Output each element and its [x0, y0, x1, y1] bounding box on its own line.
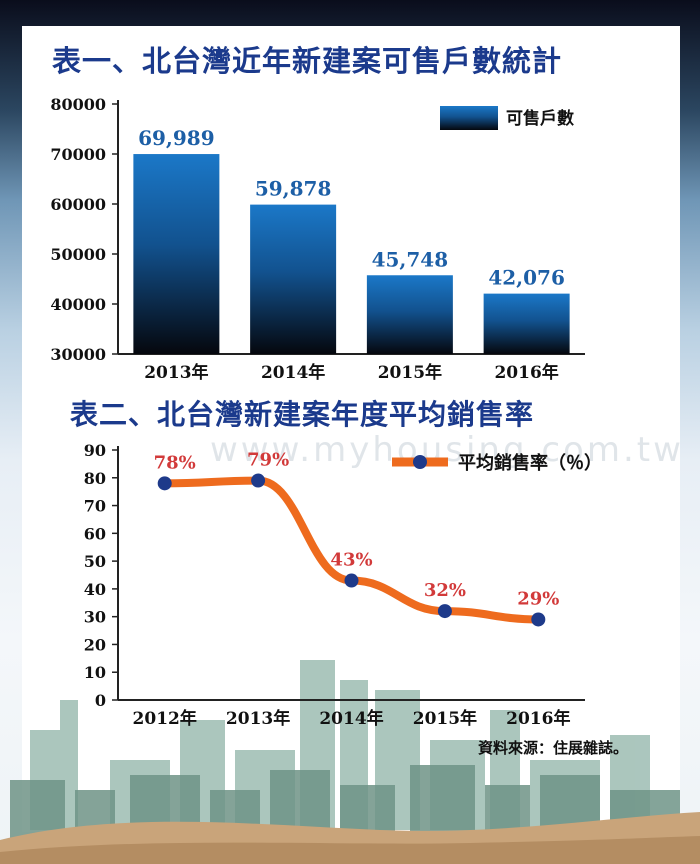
chart2-y-tick-label: 50	[84, 552, 106, 571]
chart1-x-tick-label: 2014年	[261, 362, 325, 383]
chart2-x-tick-label: 2015年	[413, 708, 477, 729]
chart1-x-tick-label: 2015年	[378, 362, 442, 383]
chart1-x-tick-label: 2016年	[494, 362, 558, 383]
chart2-x-tick-label: 2014年	[319, 708, 383, 729]
chart2-y-tick-label: 20	[84, 635, 106, 654]
chart1-bar-2015年	[366, 275, 453, 354]
chart2-y-tick-label: 70	[84, 497, 106, 516]
chart1-bar-2016年	[483, 293, 570, 354]
chart2-point-2013年	[251, 473, 266, 488]
chart1-data-label: 69,989	[138, 126, 215, 150]
chart2-point-2016年	[531, 612, 546, 627]
chart1-y-tick-label: 80000	[50, 95, 106, 114]
chart1-data-label: 59,878	[255, 177, 332, 201]
chart2-data-label: 32%	[424, 580, 466, 601]
chart2-y-tick-label: 0	[95, 691, 106, 710]
chart1-x-tick-label: 2013年	[144, 362, 208, 383]
chart1-data-label: 42,076	[488, 266, 565, 290]
chart2-y-tick-label: 60	[84, 524, 106, 543]
chart1-legend-swatch	[440, 106, 498, 130]
chart2-y-tick-label: 40	[84, 580, 106, 599]
chart1-y-tick-label: 70000	[50, 145, 106, 164]
chart1-legend-label: 可售戶數	[506, 108, 574, 129]
chart1-bar-2013年	[133, 154, 220, 354]
chart2-point-2012年	[157, 476, 172, 491]
chart2-data-label: 43%	[330, 550, 372, 571]
chart1-data-label: 45,748	[372, 247, 449, 271]
chart2-title: 表二、北台灣新建案年度平均銷售率	[70, 398, 535, 431]
chart2-point-2014年	[344, 573, 359, 588]
chart2-data-label: 79%	[247, 450, 289, 471]
source-note: 資料來源：住展雜誌。	[478, 739, 629, 757]
chart2-y-tick-label: 90	[84, 441, 106, 460]
chart1-y-tick-label: 30000	[50, 345, 106, 364]
chart2-x-tick-label: 2012年	[133, 708, 197, 729]
chart2-legend-label: 平均銷售率（％）	[458, 452, 602, 474]
city-skyline-illustration	[0, 660, 700, 864]
chart2-y-tick-label: 10	[84, 663, 106, 682]
chart2-data-label: 29%	[517, 588, 559, 609]
chart2-data-label: 78%	[154, 452, 196, 473]
chart2-legend-marker	[413, 455, 427, 469]
chart1-y-tick-label: 60000	[50, 195, 106, 214]
chart2-x-tick-label: 2013年	[226, 708, 290, 729]
chart2-point-2015年	[437, 604, 452, 619]
chart2-y-tick-label: 30	[84, 608, 106, 627]
chart2-y-tick-label: 80	[84, 469, 106, 488]
chart1-y-tick-label: 50000	[50, 245, 106, 264]
chart1-y-tick-label: 40000	[50, 295, 106, 314]
chart1-title: 表一、北台灣近年新建案可售戶數統計	[52, 44, 563, 78]
chart1-bar-2014年	[250, 204, 337, 354]
chart2-x-tick-label: 2016年	[506, 708, 570, 729]
